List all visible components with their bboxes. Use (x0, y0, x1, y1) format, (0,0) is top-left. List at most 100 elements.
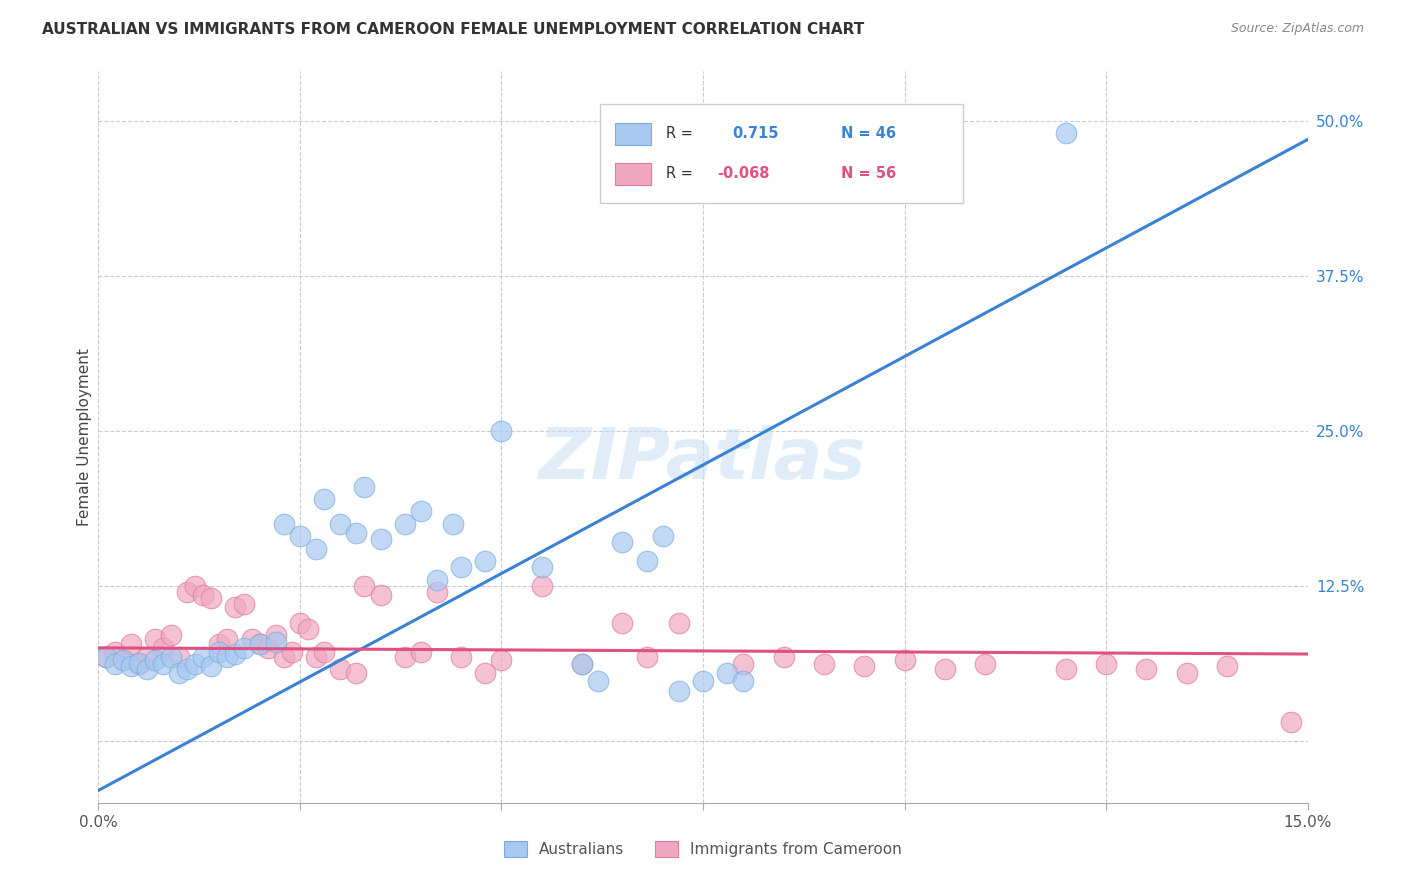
Point (288, 529, 311, 543)
Point (249, 637, 271, 651)
Point (394, 516, 416, 531)
Point (491, 424, 513, 438)
Point (772, 649, 794, 664)
Point (636, 554, 658, 568)
Point (305, 541, 328, 556)
Text: R =: R = (665, 166, 692, 181)
Point (217, 649, 239, 664)
Text: ZIPatlas: ZIPatlas (540, 425, 866, 493)
Point (344, 525, 367, 540)
Text: AUSTRALIAN VS IMMIGRANTS FROM CAMEROON FEMALE UNEMPLOYMENT CORRELATION CHART: AUSTRALIAN VS IMMIGRANTS FROM CAMEROON F… (42, 22, 865, 37)
Point (208, 644, 231, 658)
Point (184, 657, 207, 671)
Point (143, 653, 166, 667)
Point (193, 649, 215, 664)
Point (281, 644, 304, 658)
Point (264, 628, 287, 642)
Point (409, 504, 432, 518)
Text: Source: ZipAtlas.com: Source: ZipAtlas.com (1230, 22, 1364, 36)
Point (934, 662, 956, 676)
Point (426, 573, 449, 587)
Point (232, 598, 254, 612)
Point (103, 644, 125, 658)
Point (474, 554, 496, 568)
Point (135, 662, 157, 676)
Point (353, 480, 375, 494)
Point (733, 674, 755, 689)
Point (668, 615, 690, 630)
Legend: Australians, Immigrants from Cameroon: Australians, Immigrants from Cameroon (505, 841, 901, 857)
Point (143, 632, 166, 647)
Point (249, 637, 271, 651)
Point (193, 588, 215, 602)
Point (571, 657, 593, 671)
Point (128, 656, 150, 670)
Point (450, 560, 472, 574)
Point (344, 665, 367, 680)
Point (586, 674, 609, 689)
Point (273, 649, 295, 664)
Point (1175, 665, 1198, 680)
Point (314, 644, 336, 658)
Point (612, 615, 634, 630)
Point (1054, 662, 1077, 676)
Point (103, 657, 125, 671)
FancyBboxPatch shape (614, 163, 651, 185)
Point (813, 657, 835, 671)
Point (353, 579, 375, 593)
Point (1054, 126, 1077, 140)
FancyBboxPatch shape (600, 104, 963, 203)
Text: N = 46: N = 46 (841, 126, 896, 141)
Point (160, 628, 183, 642)
Point (441, 516, 464, 531)
Point (893, 653, 915, 667)
Point (651, 529, 673, 543)
Text: N = 56: N = 56 (841, 166, 896, 181)
Point (120, 637, 142, 651)
Point (297, 622, 319, 636)
FancyBboxPatch shape (614, 122, 651, 145)
Text: R =: R = (665, 126, 692, 141)
Point (329, 516, 352, 531)
Point (474, 665, 496, 680)
Point (111, 653, 134, 667)
Point (974, 657, 997, 671)
Point (217, 632, 239, 647)
Point (128, 657, 150, 671)
Text: 0.715: 0.715 (733, 126, 779, 141)
Point (256, 640, 278, 655)
Point (111, 653, 134, 667)
Point (370, 588, 392, 602)
Point (1095, 657, 1118, 671)
Point (394, 649, 416, 664)
Point (530, 579, 553, 593)
Point (152, 640, 174, 655)
Point (853, 659, 876, 673)
Point (1216, 659, 1239, 673)
Point (176, 662, 198, 676)
Point (329, 662, 352, 676)
Point (370, 532, 392, 546)
Point (224, 599, 246, 614)
Point (716, 665, 738, 680)
Point (120, 659, 142, 673)
Point (152, 657, 174, 671)
Point (184, 579, 207, 593)
Point (450, 649, 472, 664)
Point (571, 657, 593, 671)
Y-axis label: Female Unemployment: Female Unemployment (77, 348, 91, 526)
Point (409, 644, 432, 658)
Point (167, 649, 190, 664)
Point (1281, 715, 1303, 730)
Point (208, 637, 231, 651)
Point (668, 684, 690, 698)
Point (232, 640, 254, 655)
Point (176, 585, 198, 599)
Point (305, 649, 328, 664)
Point (273, 516, 295, 531)
Point (167, 665, 190, 680)
Text: -0.068: -0.068 (717, 166, 770, 181)
Point (636, 649, 658, 664)
Point (96, 649, 118, 664)
Point (135, 649, 157, 664)
